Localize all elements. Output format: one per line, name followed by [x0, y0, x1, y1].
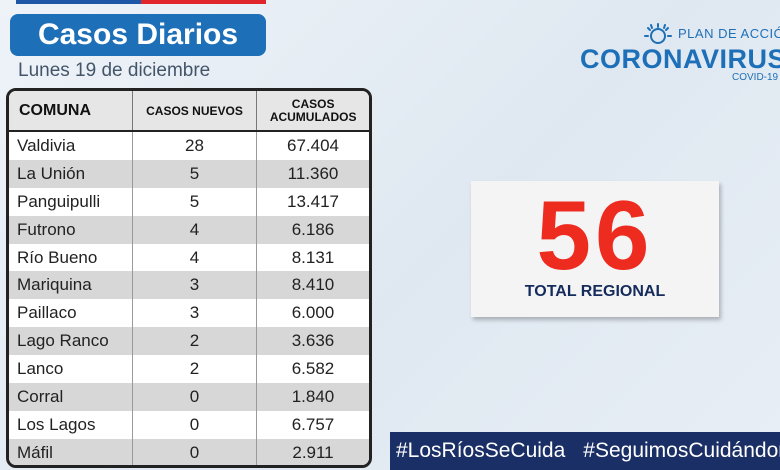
cell-casos-acumulados: 1.840 — [291, 386, 335, 406]
hashtag-los-rios: #LosRíosSeCuida — [396, 439, 566, 462]
table-row: La Unión 5 11.360 — [9, 159, 369, 188]
table-row: Corral 0 1.840 — [9, 383, 369, 411]
table-row: Lago Ranco 2 3.636 — [9, 327, 369, 356]
flag-stripe-red — [141, 0, 266, 4]
logo-plan-text: PLAN DE ACCIÓN — [678, 26, 780, 41]
cell-casos-nuevos: 3 — [133, 271, 257, 300]
cases-table: COMUNA CASOS NUEVOS CASOS ACUMULADOS Val… — [6, 88, 372, 468]
table-body: Valdivia 28 67.404 La Unión 5 11.360 Pan… — [9, 132, 369, 465]
flag-stripe — [16, 0, 266, 4]
cell-casos-nuevos: 2 — [133, 327, 257, 356]
date-label: Lunes 19 de diciembre — [18, 60, 211, 81]
cell-casos-acumulados: 8.410 — [291, 275, 335, 295]
total-regional-value: 56 — [536, 180, 654, 290]
table-row: Paillaco 3 6.000 — [9, 299, 369, 328]
cell-comuna: Lanco — [9, 355, 133, 384]
cell-comuna: Río Bueno — [9, 243, 133, 272]
table-row: Los Lagos 0 6.757 — [9, 410, 369, 439]
flag-stripe-blue — [16, 0, 141, 4]
hashtag-seguimos: #SeguimosCuidándonos — [583, 439, 780, 462]
table-row: Lanco 2 6.582 — [9, 355, 369, 384]
cell-casos-acumulados: 6.186 — [291, 219, 335, 239]
cell-casos-acumulados: 13.417 — [287, 191, 339, 211]
cell-casos-nuevos: 4 — [133, 243, 257, 272]
cell-comuna: La Unión — [9, 159, 133, 188]
cell-comuna: Corral — [9, 383, 133, 411]
virus-icon — [644, 23, 672, 44]
cell-comuna: Lago Ranco — [9, 327, 133, 356]
total-regional-card: 56 TOTAL REGIONAL — [471, 181, 719, 317]
cell-casos-acumulados: 6.757 — [291, 414, 335, 434]
table-row: Valdivia 28 67.404 — [9, 132, 369, 160]
coronavirus-plan-logo: PLAN DE ACCIÓN CORONAVIRUS COVID-19 — [580, 22, 780, 86]
table-row: Río Bueno 4 8.131 — [9, 243, 369, 272]
col-header-casos-nuevos: CASOS NUEVOS — [133, 91, 258, 130]
cell-casos-acumulados: 3.636 — [291, 331, 335, 351]
table-row: Panguipulli 5 13.417 — [9, 187, 369, 216]
col-header-comuna: COMUNA — [9, 91, 133, 130]
cell-casos-nuevos: 5 — [133, 159, 257, 188]
cell-casos-nuevos: 3 — [133, 299, 257, 328]
hashtag-bar: #LosRíosSeCuida #SeguimosCuidándonos — [390, 432, 780, 470]
table-row: Máfil 0 2.911 — [9, 438, 369, 465]
cell-casos-nuevos: 0 — [133, 410, 257, 439]
cell-comuna: Panguipulli — [9, 187, 133, 216]
col-header-casos-acumulados: CASOS ACUMULADOS — [269, 96, 357, 124]
cell-comuna: Los Lagos — [9, 410, 133, 439]
cell-casos-nuevos: 28 — [133, 132, 257, 160]
table-row: Futrono 4 6.186 — [9, 215, 369, 244]
cell-casos-acumulados: 6.000 — [291, 303, 335, 323]
table-header: COMUNA CASOS NUEVOS CASOS ACUMULADOS — [9, 91, 369, 132]
cell-casos-nuevos: 5 — [133, 187, 257, 216]
cell-casos-acumulados: 8.131 — [291, 247, 335, 267]
cell-casos-acumulados: 2.911 — [292, 442, 334, 462]
cell-casos-nuevos: 0 — [133, 438, 257, 465]
cell-comuna: Paillaco — [9, 299, 133, 328]
logo-coronavirus-text: CORONAVIRUS — [580, 44, 780, 74]
cell-comuna: Valdivia — [9, 132, 133, 160]
total-regional-label: TOTAL REGIONAL — [524, 283, 666, 300]
cell-casos-acumulados: 11.360 — [287, 163, 339, 183]
cell-comuna: Mariquina — [9, 271, 133, 300]
cell-casos-nuevos: 0 — [133, 383, 257, 411]
cell-comuna: Máfil — [9, 438, 133, 465]
cell-comuna: Futrono — [9, 215, 133, 244]
cell-casos-nuevos: 2 — [133, 355, 257, 384]
logo-covid-text: COVID-19 — [732, 72, 779, 83]
cell-casos-acumulados: 67.404 — [287, 135, 339, 155]
cell-casos-nuevos: 4 — [133, 215, 257, 244]
table-row: Mariquina 3 8.410 — [9, 271, 369, 300]
cell-casos-acumulados: 6.582 — [291, 359, 335, 379]
page-title: Casos Diarios — [10, 14, 266, 56]
